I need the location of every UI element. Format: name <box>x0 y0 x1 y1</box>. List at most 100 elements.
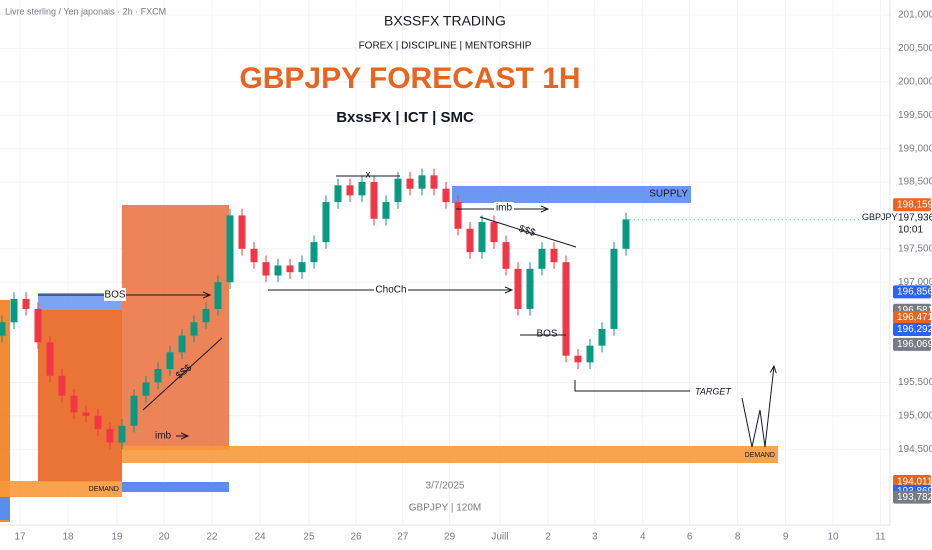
candle-body <box>538 248 546 269</box>
x-tick-label: 2 <box>545 532 551 543</box>
x-tick-label: 29 <box>444 532 456 543</box>
annotation: BOS <box>104 290 125 301</box>
candle-body <box>274 265 282 276</box>
watermark: 3/7/2025 <box>426 481 465 492</box>
candle-body <box>0 322 6 336</box>
annotation: x <box>366 170 371 181</box>
candle-body <box>22 298 30 309</box>
annotation: DEMAND <box>89 486 119 493</box>
watermark: GBPJPY | 120M <box>409 503 481 514</box>
candle-body <box>214 282 222 309</box>
candle-body <box>334 185 342 203</box>
candle-body <box>418 175 426 189</box>
x-tick-label: 24 <box>254 532 266 543</box>
x-tick-label: 25 <box>303 532 315 543</box>
price-label: 196,471 <box>897 312 932 323</box>
annotation: BOS <box>536 329 557 340</box>
candle-body <box>562 262 570 356</box>
price-label-bg <box>893 285 931 299</box>
candle-body <box>70 395 78 413</box>
axes: 201,000 200,500 200,000 199,500 199,000 198,5… <box>14 10 932 543</box>
y-tick-label: 201,000 <box>898 10 932 21</box>
y-tick-label: 199,000 <box>898 143 932 154</box>
zone <box>0 300 10 522</box>
y-tick-label: 195,500 <box>898 377 932 388</box>
current-symbol: GBPJPY <box>862 212 898 222</box>
candle-body <box>502 242 510 269</box>
candle-body <box>574 355 582 363</box>
liquidity-line <box>479 216 577 248</box>
chart-subtitle: FOREX | DISCIPLINE | MENTORSHIP <box>359 41 532 52</box>
candle-body <box>142 382 150 396</box>
price-label: 196,856 <box>897 286 932 297</box>
symbol-header: Livre sterling / Yen japonais · 2h · FXC… <box>5 6 166 16</box>
x-tick-label: 10 <box>827 532 839 543</box>
x-tick-label: 26 <box>350 532 362 543</box>
candle-body <box>178 335 186 353</box>
candle-body <box>478 222 486 253</box>
countdown: 10:01 <box>898 224 923 235</box>
candle-body <box>286 265 294 273</box>
y-tick-label: 200,500 <box>898 43 932 54</box>
candle-body <box>370 182 378 219</box>
candle-body <box>442 188 450 203</box>
annotation: imb <box>155 431 172 442</box>
candle-body <box>310 242 318 263</box>
candle-body <box>586 345 594 363</box>
zone <box>0 497 10 520</box>
candle-body <box>190 322 198 336</box>
supply-zone <box>452 186 691 203</box>
zone <box>122 482 229 492</box>
candle-body <box>322 202 330 243</box>
x-tick-label: 18 <box>62 532 74 543</box>
label-bg <box>374 284 408 297</box>
price-label-bg <box>893 311 931 325</box>
label-bg <box>104 288 126 301</box>
candle-body <box>610 248 618 329</box>
candle-body <box>358 182 366 196</box>
demand-zone <box>0 481 122 497</box>
candle-body <box>202 308 210 323</box>
y-tick-label: 195,000 <box>898 410 932 421</box>
candle-body <box>430 175 438 189</box>
price-label: 196,581 <box>897 305 932 316</box>
candle-body <box>490 222 498 243</box>
x-tick-label: 3 <box>592 532 598 543</box>
y-tick-label: 194,500 <box>898 444 932 455</box>
price-label: 194,011 <box>897 476 932 487</box>
candle-body <box>514 268 522 309</box>
candles <box>0 168 630 450</box>
demand-zone <box>122 446 778 463</box>
annotation: imb <box>496 203 513 214</box>
x-tick-label: 8 <box>735 532 741 543</box>
annotation: TARGET <box>695 386 732 396</box>
candle-body <box>94 415 102 430</box>
candle-body <box>598 328 606 346</box>
price-label: 196,292 <box>897 324 932 335</box>
x-tick-label: Juill <box>491 532 508 543</box>
candle-body <box>298 262 306 273</box>
x-tick-label: 19 <box>111 532 123 543</box>
y-tick-label: 198,500 <box>898 177 932 188</box>
price-label-bg <box>893 322 931 336</box>
candle-body <box>130 395 138 426</box>
chart-title: BXSSFX TRADING <box>384 13 506 29</box>
x-tick-label: 20 <box>158 532 170 543</box>
x-tick-label: 22 <box>206 532 218 543</box>
candle-body <box>382 202 390 219</box>
candle-body <box>394 178 402 203</box>
candle-body <box>82 412 90 416</box>
x-tick-label: 17 <box>14 532 26 543</box>
candle-body <box>34 308 42 343</box>
target-line <box>574 380 690 392</box>
tagline: BxssFX | ICT | SMC <box>336 109 474 126</box>
annotation: $$$ <box>517 223 537 239</box>
candle-body <box>346 185 354 196</box>
label-bg <box>494 202 514 215</box>
y-tick-label: 197,500 <box>898 243 932 254</box>
price-label-bg <box>893 198 931 212</box>
candle-body <box>466 228 474 253</box>
candle-body <box>526 268 534 309</box>
